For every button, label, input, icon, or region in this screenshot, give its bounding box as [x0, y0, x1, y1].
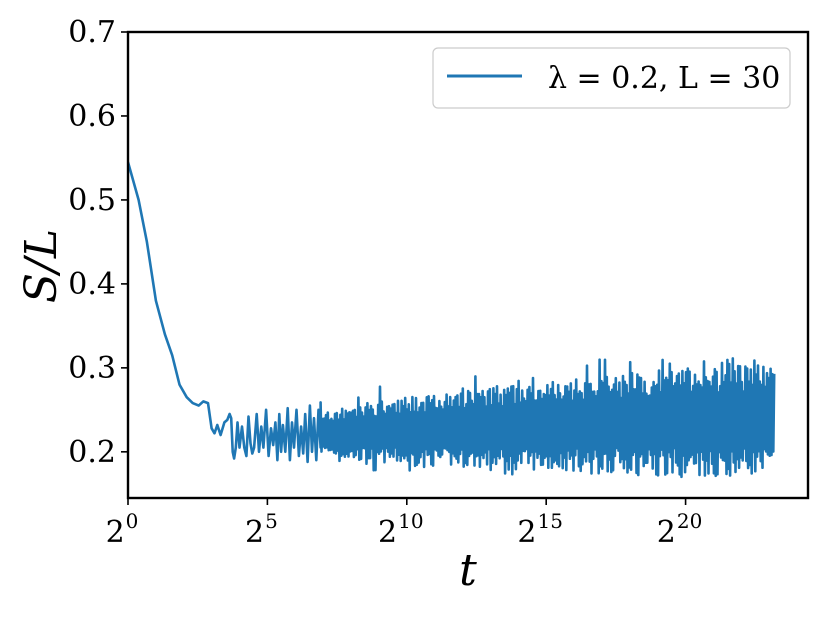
y-axis-label: S/L — [16, 229, 67, 303]
y-tick-label: 0.3 — [68, 351, 116, 386]
legend-label: λ = 0.2, L = 30 — [548, 61, 780, 96]
y-tick-label: 0.5 — [68, 183, 116, 218]
legend-box — [432, 47, 791, 109]
legend: λ = 0.2, L = 30 — [432, 47, 791, 109]
y-tick-label: 0.2 — [68, 435, 116, 470]
y-tick-label: 0.6 — [68, 99, 116, 134]
plot-frame — [126, 30, 810, 500]
y-tick-label: 0.4 — [68, 267, 116, 302]
y-tick-label: 0.7 — [68, 15, 116, 50]
series-layer — [128, 161, 776, 479]
x-axis-label: t — [459, 545, 477, 596]
series-line — [128, 161, 776, 479]
